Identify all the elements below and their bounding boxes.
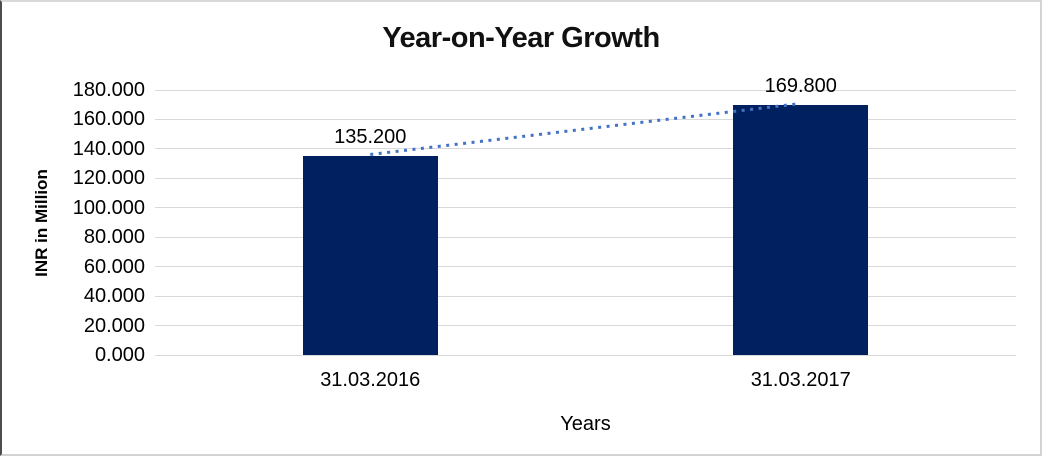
x-category-label: 31.03.2017 xyxy=(750,369,851,391)
plot-area: Years 135.200 31.03.2016 169.800 31.03.2017 xyxy=(155,75,1016,435)
y-tick-label: 120.000 xyxy=(72,167,145,190)
gridline xyxy=(155,236,1016,238)
bar-31.03.2017 xyxy=(733,105,869,355)
chart-title: Year-on-Year Growth xyxy=(382,22,660,54)
gridline xyxy=(155,177,1016,179)
y-tick-label: 0.000 xyxy=(94,344,145,366)
gridline xyxy=(155,118,1016,120)
gridline xyxy=(155,89,1016,91)
trendline xyxy=(370,102,801,156)
y-tick-label: 40.000 xyxy=(83,285,145,308)
y-tick-label: 100.000 xyxy=(72,196,145,219)
y-tick-label: 60.000 xyxy=(83,255,145,278)
y-tick-label: 160.000 xyxy=(72,108,145,131)
bar-value-label: 135.200 xyxy=(334,125,407,148)
y-tick-label: 140.000 xyxy=(72,137,145,160)
x-axis-title: Years xyxy=(560,413,611,435)
gridline xyxy=(155,207,1016,209)
y-tick-label: 20.000 xyxy=(83,314,145,337)
gridline xyxy=(155,354,1016,356)
gridline xyxy=(155,325,1016,327)
gridline xyxy=(155,295,1016,297)
gridline xyxy=(155,266,1016,268)
bar-31.03.2016 xyxy=(302,155,438,355)
y-tick-label: 180.000 xyxy=(72,79,145,101)
bar-value-label: 169.800 xyxy=(764,75,837,98)
y-tick-label: 80.000 xyxy=(83,226,145,249)
x-category-label: 31.03.2016 xyxy=(320,369,421,391)
y-axis-title: INR in Million xyxy=(32,169,51,277)
gridline xyxy=(155,148,1016,150)
y-axis-tick-labels: 0.000 20.000 40.000 60.000 80.000 100.000 120.… xyxy=(52,79,145,366)
